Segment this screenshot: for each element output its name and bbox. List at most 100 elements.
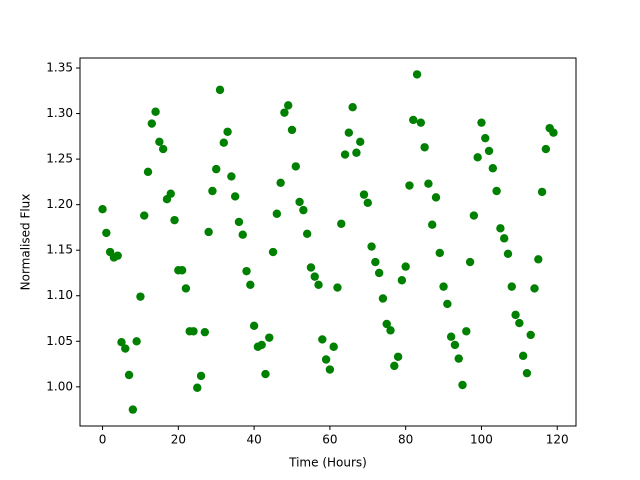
data-point <box>227 172 236 181</box>
y-tick-label: 1.15 <box>46 243 73 257</box>
data-point <box>409 115 418 125</box>
data-point <box>340 150 350 159</box>
data-point <box>541 144 551 154</box>
data-point <box>143 167 153 177</box>
data-point <box>124 370 134 380</box>
data-point <box>158 144 168 154</box>
data-point <box>337 219 346 228</box>
data-point <box>424 179 433 188</box>
data-point <box>257 340 266 350</box>
data-point <box>132 337 141 346</box>
y-axis-label: Normalised Flux <box>19 194 33 291</box>
data-point <box>204 227 213 237</box>
data-point <box>291 162 300 171</box>
data-point <box>537 187 547 197</box>
data-point <box>401 262 410 271</box>
data-point <box>287 125 297 135</box>
data-point <box>534 255 543 264</box>
data-point <box>374 268 384 278</box>
data-point <box>170 215 179 225</box>
data-point <box>435 248 444 258</box>
data-point <box>284 101 293 110</box>
x-tick-label: 100 <box>470 433 493 447</box>
data-point <box>113 251 122 260</box>
data-point <box>276 178 285 187</box>
data-point <box>446 332 456 341</box>
y-tick-label: 1.05 <box>46 334 73 348</box>
data-point <box>462 327 471 336</box>
data-point <box>473 153 482 162</box>
data-point <box>477 118 486 127</box>
data-point <box>117 337 126 347</box>
data-point <box>238 230 247 239</box>
data-point <box>147 119 157 128</box>
data-point <box>356 137 365 147</box>
data-point <box>234 217 244 227</box>
data-point <box>484 146 494 156</box>
data-point <box>465 257 475 267</box>
x-tick-label: 120 <box>546 433 569 447</box>
data-point <box>352 148 361 157</box>
data-point <box>515 318 524 328</box>
data-point <box>196 371 206 381</box>
data-point <box>405 181 414 190</box>
data-point <box>249 321 259 331</box>
data-point <box>496 224 505 233</box>
data-point <box>481 133 490 143</box>
y-tick-label: 1.35 <box>46 61 73 75</box>
data-point <box>242 266 251 276</box>
data-point <box>310 272 319 281</box>
data-point <box>318 335 327 344</box>
data-point <box>363 198 372 208</box>
data-point <box>140 211 149 220</box>
data-point <box>443 299 452 309</box>
data-point <box>121 344 130 353</box>
data-point <box>382 319 391 329</box>
data-point <box>522 368 532 378</box>
data-point <box>458 380 467 390</box>
data-point <box>416 118 426 127</box>
data-point <box>454 354 463 363</box>
data-point <box>177 266 187 275</box>
data-point <box>507 282 516 291</box>
data-point <box>181 284 191 293</box>
data-point <box>166 189 175 198</box>
data-point <box>98 205 107 214</box>
data-point <box>329 342 338 351</box>
data-point <box>102 228 111 238</box>
data-point <box>246 280 255 290</box>
data-point <box>189 327 198 336</box>
data-point <box>219 138 228 147</box>
data-point <box>428 220 437 229</box>
data-point <box>128 405 138 414</box>
data-point <box>268 247 278 257</box>
data-point <box>348 102 357 112</box>
data-point <box>325 365 335 374</box>
data-point <box>530 284 539 293</box>
data-point <box>344 128 354 137</box>
data-point <box>412 70 422 79</box>
x-tick-label: 40 <box>246 433 261 447</box>
data-point <box>511 310 520 320</box>
data-point <box>265 333 274 342</box>
data-point <box>321 355 331 364</box>
data-point <box>371 257 380 267</box>
data-point <box>200 327 210 337</box>
data-point <box>549 128 558 137</box>
x-tick-label: 20 <box>171 433 186 447</box>
data-point <box>386 326 395 335</box>
x-tick-label: 0 <box>99 433 107 447</box>
data-point <box>439 282 448 291</box>
data-point <box>230 192 240 201</box>
y-tick-label: 1.10 <box>46 288 73 302</box>
data-point <box>450 340 460 350</box>
data-point <box>526 330 535 340</box>
y-tick-label: 1.30 <box>46 106 73 120</box>
data-point <box>333 283 342 292</box>
data-point <box>518 351 528 361</box>
data-point <box>314 280 323 290</box>
data-point <box>499 234 509 243</box>
data-point <box>155 137 164 147</box>
